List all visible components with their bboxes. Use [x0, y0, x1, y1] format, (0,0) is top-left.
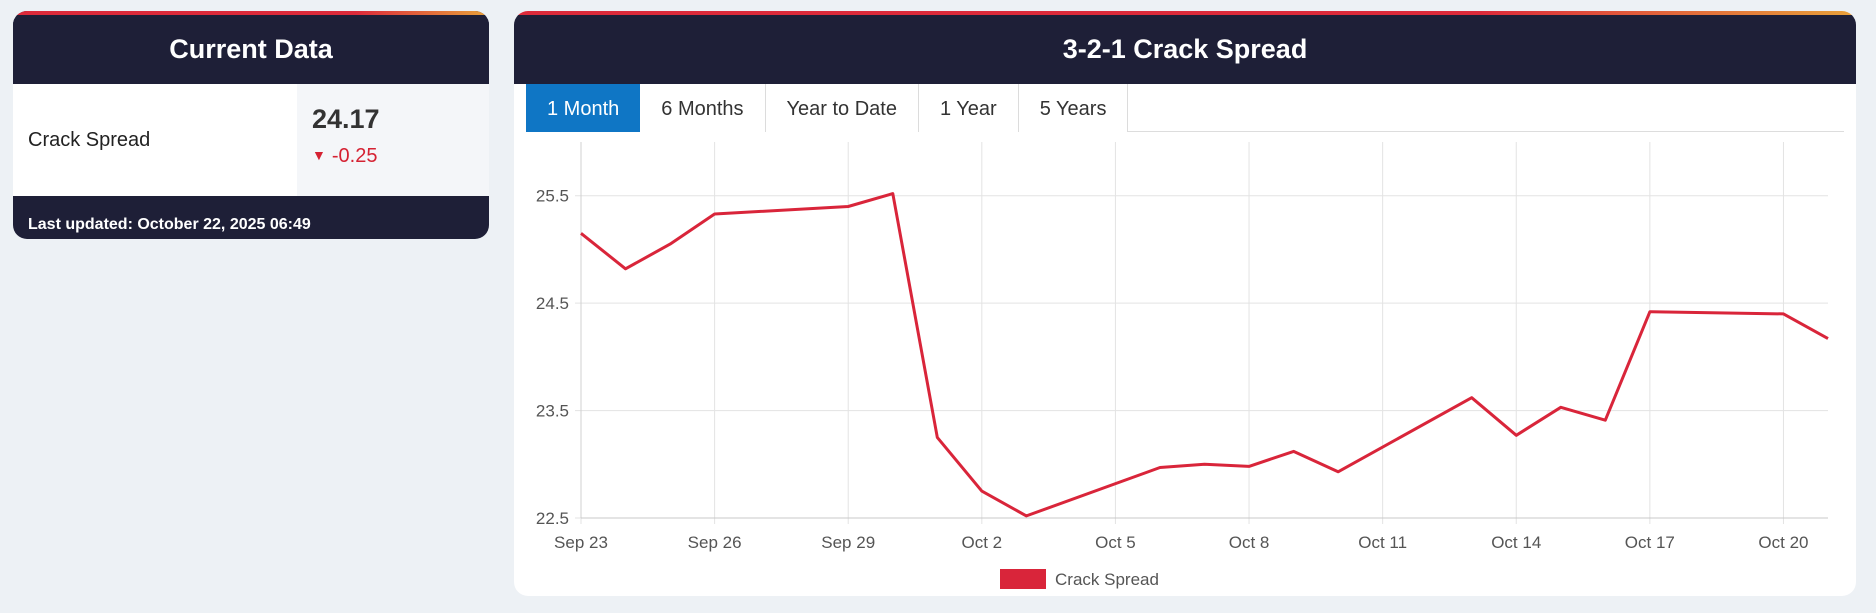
card-accent-bar	[13, 11, 489, 15]
crack-spread-line-chart: Sep 23 Sep 26 Sep 29 Oct 2 Oct 5 Oct 8 Oct 11 O…	[536, 142, 1829, 589]
x-tick-label: Sep 26	[688, 533, 742, 552]
chart-title: 3-2-1 Crack Spread	[514, 15, 1856, 84]
tab-6-months[interactable]: 6 Months	[640, 84, 766, 132]
x-tick-label: Oct 14	[1491, 533, 1541, 552]
tab-1-year[interactable]: 1 Year	[918, 84, 1019, 132]
legend-swatch	[1000, 569, 1046, 589]
tab-1-month[interactable]: 1 Month	[526, 84, 641, 132]
y-tick-label: 24.5	[536, 294, 569, 313]
current-data-card: Current Data Crack Spread 24.17 ▼ -0.25 L…	[13, 11, 489, 239]
crack-spread-value-cell: 24.17 ▼ -0.25	[297, 84, 489, 196]
crack-spread-label: Crack Spread	[28, 128, 151, 151]
legend-label: Crack Spread	[1055, 570, 1159, 589]
x-tick-label: Oct 20	[1758, 533, 1808, 552]
card-accent-bar	[514, 11, 1856, 15]
x-tick-label: Oct 2	[962, 533, 1003, 552]
x-tick-label: Sep 23	[554, 533, 608, 552]
x-tick-label: Oct 11	[1358, 533, 1407, 552]
series-line-crack-spread	[580, 192, 1829, 518]
x-tick-label: Oct 8	[1229, 533, 1270, 552]
chart-card: 3-2-1 Crack Spread 1 Month 6 Months Year…	[514, 11, 1856, 596]
crack-spread-row: Crack Spread 24.17 ▼ -0.25	[13, 84, 489, 196]
range-tabs: 1 Month 6 Months Year to Date 1 Year 5 Y…	[526, 84, 1844, 132]
crack-spread-price: 24.17	[312, 104, 380, 134]
x-tick-label: Oct 17	[1625, 533, 1675, 552]
down-arrow-icon: ▼	[312, 147, 326, 163]
x-tick-label: Sep 29	[821, 533, 875, 552]
y-tick-label: 22.5	[536, 509, 569, 528]
x-tick-label: Oct 5	[1095, 533, 1136, 552]
last-updated: Last updated: October 22, 2025 06:49	[28, 216, 311, 233]
tab-5-years[interactable]: 5 Years	[1018, 84, 1129, 132]
crack-spread-change: ▼ -0.25	[312, 145, 489, 168]
current-data-title: Current Data	[13, 15, 489, 84]
y-tick-label: 25.5	[536, 187, 569, 206]
tab-year-to-date[interactable]: Year to Date	[765, 84, 919, 132]
y-tick-label: 23.5	[536, 402, 569, 421]
change-value: -0.25	[331, 145, 378, 167]
